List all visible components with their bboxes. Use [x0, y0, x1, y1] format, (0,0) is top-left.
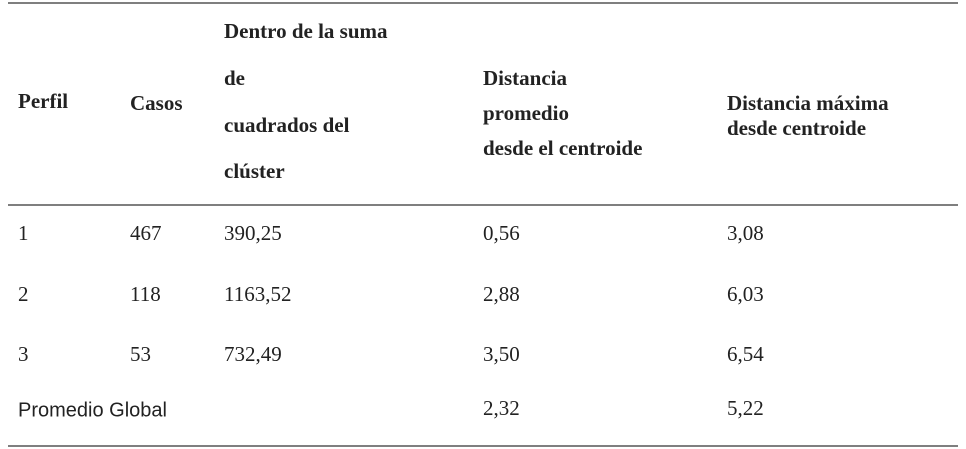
header-cell: de	[224, 66, 245, 90]
cell: 1163,52	[224, 282, 291, 306]
cell: 390,25	[224, 221, 282, 245]
cell: 3	[18, 342, 29, 366]
header-cell: Distancia máxima	[727, 91, 889, 115]
cell: 732,49	[224, 342, 282, 366]
cell: 118	[130, 282, 161, 306]
header-cell: Dentro de la suma	[224, 19, 388, 43]
header-cell: clúster	[224, 159, 285, 183]
cell: 0,56	[483, 221, 520, 245]
header-cell: Perfil	[18, 89, 68, 113]
header-cell: cuadrados del	[224, 113, 350, 137]
footer-cell: 5,22	[727, 396, 764, 420]
cell: 2	[18, 282, 29, 306]
cell: 2,88	[483, 282, 520, 306]
cell: 6,03	[727, 282, 764, 306]
header-cell: desde el centroide	[483, 136, 642, 160]
cell: 53	[130, 342, 151, 366]
cell: 467	[130, 221, 162, 245]
header-cell: desde centroide	[727, 116, 866, 140]
cell: 1	[18, 221, 29, 245]
cell: 3,50	[483, 342, 520, 366]
footer-cell: 2,32	[483, 396, 520, 420]
header-cell: Distancia	[483, 66, 568, 90]
header-cell: promedio	[483, 101, 569, 125]
footer-label: Promedio Global	[18, 399, 167, 421]
cell: 6,54	[727, 342, 764, 366]
header-cell: Casos	[130, 91, 183, 115]
cell: 3,08	[727, 221, 764, 245]
